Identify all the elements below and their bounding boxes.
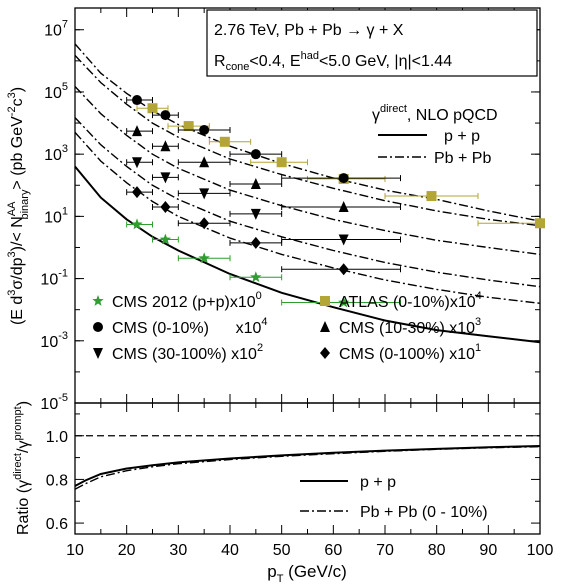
- marker-diamond: [199, 217, 210, 230]
- upper-data-points: [126, 95, 545, 308]
- marker-square: [147, 103, 158, 114]
- marker-triangle-down: [93, 348, 103, 359]
- y-tick-label: 103: [44, 143, 68, 164]
- x-tick-label: 90: [479, 542, 497, 559]
- ratio-line: [74, 445, 541, 487]
- curve-legend: p + p Pb + Pb: [378, 128, 491, 167]
- marker-diamond: [250, 236, 261, 249]
- marker-legend-label: CMS 2012 (p+p)x100: [112, 290, 262, 311]
- lower-y-axis-label: Ratio (γdirect/γprompt): [12, 401, 32, 535]
- marker-star: [198, 252, 210, 264]
- marker-star: [250, 271, 262, 283]
- y-tick-label: 10-3: [40, 330, 68, 351]
- marker-triangle-up: [338, 201, 349, 213]
- marker-circle: [160, 110, 171, 121]
- marker-legend-label: ATLAS (0-10%)x104: [339, 290, 482, 311]
- marker-triangle-down: [338, 234, 349, 246]
- x-tick-label: 10: [66, 542, 84, 559]
- y-tick-label: 10-1: [40, 268, 68, 289]
- ratio-y-tick-label: 1.0: [46, 429, 68, 446]
- marker-circle: [132, 95, 142, 106]
- model-label: γdirect, NLO pQCD: [372, 103, 498, 124]
- x-tick-label: 30: [169, 542, 187, 559]
- marker-square: [183, 121, 194, 132]
- curve-line: [74, 86, 541, 256]
- x-tick-label: 70: [376, 542, 394, 559]
- marker-legend: CMS 2012 (p+p)x100 ATLAS (0-10%)x104 CMS (…: [92, 290, 482, 363]
- marker-triangle-up: [160, 140, 171, 152]
- marker-diamond: [320, 347, 330, 359]
- ratio-line: [74, 446, 541, 490]
- marker-circle: [250, 149, 261, 160]
- y-tick-label: 105: [44, 81, 68, 102]
- ratio-y-tick-label: 0.6: [46, 516, 68, 533]
- ratio-legend: p + p Pb + Pb (0 - 10%): [300, 474, 488, 521]
- marker-square: [219, 136, 230, 147]
- lower-x-ticks: 10 20 30 40 50 60 70 80 90 100: [66, 403, 553, 559]
- x-axis-label: pT (GeV/c): [267, 562, 347, 585]
- marker-square: [320, 296, 330, 306]
- curve-line: [74, 43, 541, 222]
- marker-diamond: [132, 186, 142, 199]
- info-line-1: 2.76 TeV, Pb + Pb → γ + X: [214, 22, 404, 39]
- y-tick-label: 107: [44, 19, 68, 40]
- marker-star: [131, 218, 143, 230]
- marker-triangle-up: [320, 321, 330, 332]
- x-tick-label: 20: [118, 542, 136, 559]
- upper-y-axis-label: (E d3σ/dp3)/< NAAbinary> (pb GeV-2c3): [6, 87, 31, 325]
- x-tick-label: 50: [273, 542, 291, 559]
- marker-legend-label: CMS (30-100%) x102: [112, 342, 263, 363]
- marker-triangle-up: [132, 125, 142, 137]
- ratio-legend-label-pbpb: Pb + Pb (0 - 10%): [360, 504, 488, 521]
- marker-circle: [199, 124, 210, 135]
- marker-star: [92, 295, 104, 306]
- lower-y-ticks: 0.6 0.8 1.0: [46, 413, 540, 533]
- curve-line: [74, 117, 541, 288]
- info-box: 2.76 TeV, Pb + Pb → γ + X Rcone<0.4, Eha…: [206, 9, 538, 77]
- marker-triangle-down: [132, 157, 142, 169]
- info-line-2: Rcone<0.4, Ehad<5.0 GeV, |η|<1.44: [214, 50, 452, 73]
- curve-line: [74, 54, 541, 227]
- marker-square: [276, 157, 287, 168]
- y-tick-label: 10-5: [40, 392, 68, 413]
- marker-star: [159, 233, 172, 245]
- marker-legend-label: CMS (0-100%) x101: [339, 342, 481, 363]
- upper-panel: 107 105 103 101 10-1 10-3 10-5 2.76 TeV, Pb + …: [6, 7, 545, 413]
- marker-triangle-up: [199, 156, 210, 168]
- x-tick-label: 40: [221, 542, 239, 559]
- marker-triangle-down: [250, 208, 261, 220]
- marker-square: [535, 218, 545, 229]
- marker-legend-label: CMS (10-30%) x103: [339, 316, 481, 337]
- x-tick-label: 80: [428, 542, 446, 559]
- lower-panel: 0.6 0.8 1.0 10 20 30 40 50 60 70 80 90 100 p + p Pb…: [12, 401, 553, 585]
- curve-line: [74, 165, 541, 344]
- x-tick-label: 60: [324, 542, 342, 559]
- legend-label-pp: p + p: [444, 128, 480, 145]
- y-tick-label: 101: [44, 205, 68, 226]
- ratio-legend-label-pp: p + p: [360, 474, 396, 491]
- marker-diamond: [338, 263, 349, 276]
- marker-star: [338, 296, 350, 308]
- info-box-frame: [206, 9, 538, 77]
- marker-triangle-down: [199, 188, 210, 200]
- ratio-y-tick-label: 0.8: [46, 472, 68, 489]
- x-tick-label: 100: [527, 542, 554, 559]
- marker-diamond: [160, 201, 171, 214]
- marker-circle: [338, 173, 349, 184]
- marker-legend-label: CMS (0-10%) x104: [112, 316, 268, 337]
- marker-triangle-up: [250, 177, 261, 189]
- legend-label-pbpb: Pb + Pb: [434, 150, 491, 167]
- lower-ratio-lines: [74, 435, 541, 490]
- marker-circle: [93, 322, 103, 332]
- marker-square: [426, 191, 437, 202]
- marker-triangle-down: [160, 172, 171, 184]
